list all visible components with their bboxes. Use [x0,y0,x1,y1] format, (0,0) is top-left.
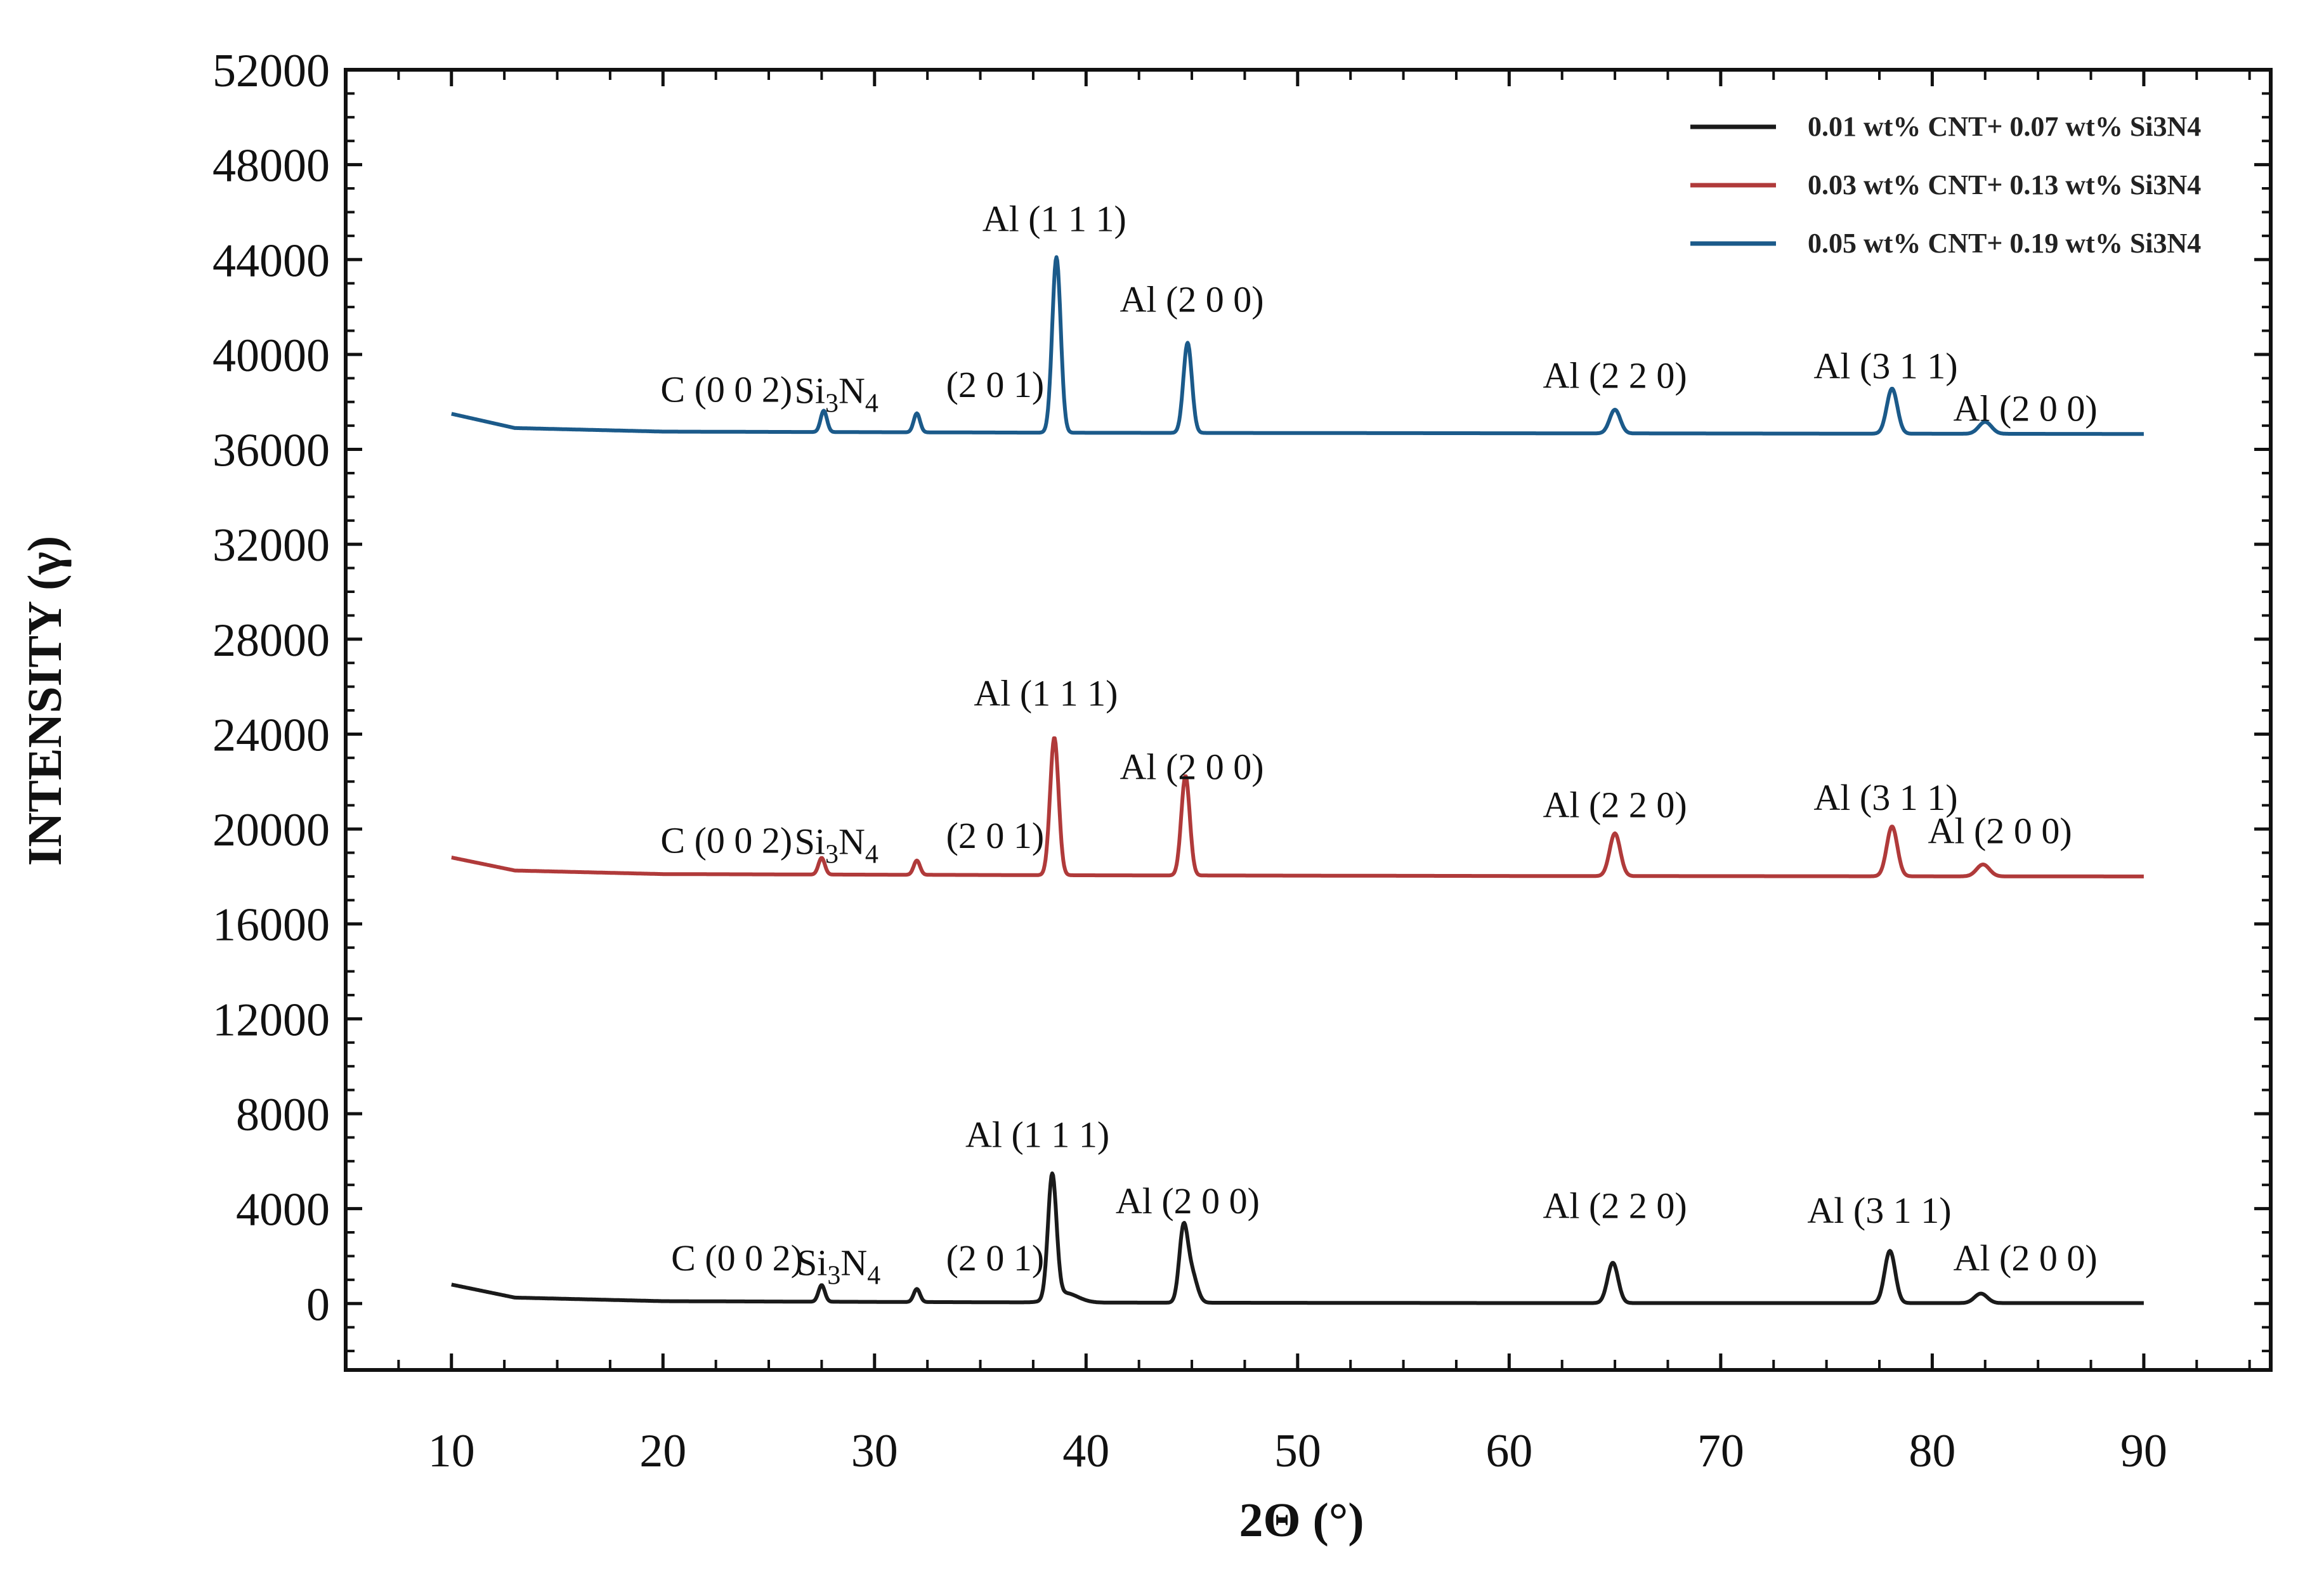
y-tick-label: 12000 [212,994,330,1046]
peak-label: Al (2 0 0) [1928,811,2072,852]
y-tick-label: 20000 [212,804,330,856]
tick-labels: 10 20 30 40 50 60 70 80 90 0 4000 8000 12000 16000 200… [212,45,2167,1477]
peak-annotations: Al (1 1 1)Al (2 0 0)C (0 0 2) (2 0 1) Al (… [660,198,2097,1290]
y-tick-label: 28000 [212,615,330,667]
y-tick-label: 40000 [212,330,330,382]
plot-frame [344,68,2273,1372]
peak-label: Al (2 2 0) [1543,355,1687,396]
y-tick-label: 16000 [212,899,330,951]
peak-label: Al (2 2 0) [1543,784,1687,825]
peak-label: Al (2 0 0) [1120,747,1263,788]
peak-label: Al (3 1 1) [1807,1190,1951,1231]
y-tick-label: 44000 [212,235,330,287]
x-tick-label: 20 [639,1425,686,1477]
series-lines [450,255,2145,1305]
peak-label: Al (2 0 0) [1954,1237,2098,1279]
y-tick-label: 52000 [212,45,330,97]
peak-label: Al (1 1 1) [982,198,1126,239]
peak-label: (2 0 1) [946,364,1045,405]
peak-label: Al (2 0 0) [1116,1180,1260,1222]
peak-label: Al (2 2 0) [1543,1185,1687,1227]
x-tick-label: 30 [851,1425,898,1477]
x-axis-title: 2Θ (°) [1239,1494,1364,1547]
y-axis-title: INTENSITY (γ) [18,536,72,866]
x-tick-label: 70 [1697,1425,1744,1477]
series-line-2 [450,736,2145,878]
x-tick-label: 80 [1909,1425,1955,1477]
x-tick-label: 90 [2120,1425,2167,1477]
y-tick-label: 32000 [212,519,330,571]
series-line-3 [450,255,2145,436]
legend: 0.01 wt% CNT+ 0.07 wt% Si3N4 0.03 wt% CNT… [1690,111,2201,259]
si3n4-label: Si3N4 [795,821,878,869]
peak-label: Al (2 0 0) [1120,279,1263,320]
peak-label: Al (1 1 1) [974,673,1118,714]
x-tick-label: 60 [1485,1425,1532,1477]
x-tick-label: 40 [1062,1425,1109,1477]
peak-label: Al (2 0 0) [1954,388,2098,429]
peak-label: (2 0 1) [946,815,1045,856]
legend-label-1: 0.01 wt% CNT+ 0.07 wt% Si3N4 [1808,111,2201,142]
si3n4-label: Si3N4 [795,370,878,419]
peak-label: (2 0 1) [946,1237,1045,1279]
peak-label: Al (3 1 1) [1813,345,1957,386]
series-line-1 [450,1171,2145,1305]
peak-label: C (0 0 2) [671,1237,803,1279]
peak-label: Al (1 1 1) [965,1114,1109,1155]
y-tick-label: 24000 [212,709,330,761]
tick-marks [344,68,2271,1370]
y-tick-label: 0 [306,1279,330,1331]
x-tick-label: 50 [1274,1425,1321,1477]
y-tick-label: 48000 [212,140,330,192]
y-tick-label: 36000 [212,425,330,477]
x-tick-label: 10 [428,1425,475,1477]
legend-label-3: 0.05 wt% CNT+ 0.19 wt% Si3N4 [1808,228,2201,259]
peak-label: Al (3 1 1) [1813,777,1957,818]
y-tick-label: 8000 [236,1089,330,1141]
peak-label: C (0 0 2) [660,369,792,410]
axes [344,68,2273,1372]
peak-label: C (0 0 2) [660,819,792,861]
y-tick-label: 4000 [236,1184,330,1236]
legend-label-2: 0.03 wt% CNT+ 0.13 wt% Si3N4 [1808,169,2201,200]
si3n4-label: Si3N4 [797,1242,880,1290]
